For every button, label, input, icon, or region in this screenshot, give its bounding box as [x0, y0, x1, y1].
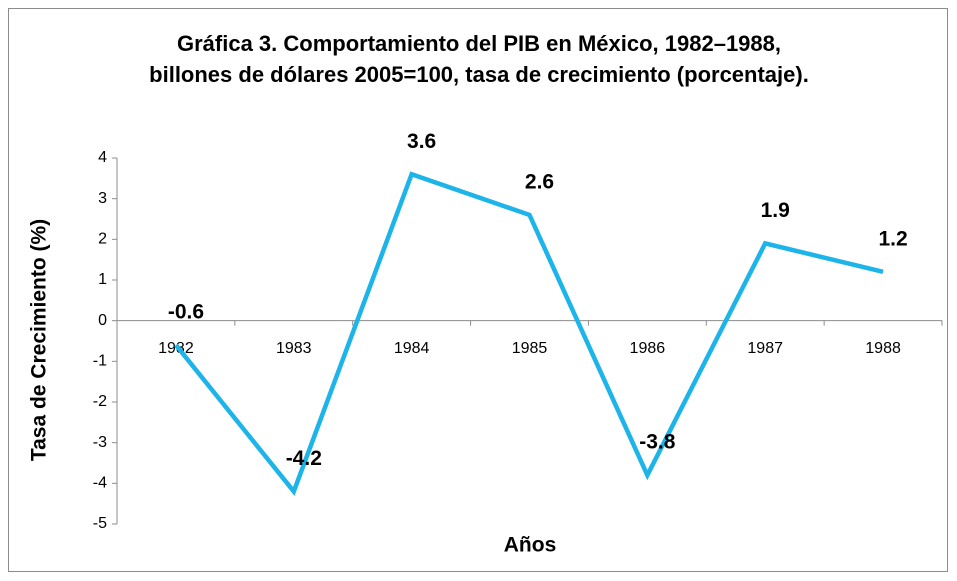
- y-tick-label: -2: [93, 393, 107, 410]
- data-label: 1.2: [878, 227, 907, 250]
- chart-title: Gráfica 3. Comportamiento del PIB en Méx…: [149, 31, 809, 87]
- x-tick-label: 1985: [512, 340, 548, 357]
- data-label: 3.6: [407, 130, 436, 153]
- chart-frame: [8, 8, 948, 572]
- y-tick-label: -1: [93, 353, 107, 370]
- line: [174, 171, 884, 496]
- y-tick-label: -5: [93, 515, 107, 532]
- data-label: -3.8: [639, 431, 676, 454]
- x-tick-label: 1988: [865, 340, 901, 357]
- y-tick-label: 4: [98, 149, 107, 166]
- y-axis-label: Tasa de Crecimiento (%): [28, 219, 51, 461]
- data-label: -4.2: [286, 447, 322, 470]
- y-tick-label: -4: [93, 475, 107, 492]
- y-tick-label: 1: [98, 271, 107, 288]
- x-axis-label: Años: [504, 534, 557, 557]
- y-tick-label: 0: [98, 312, 107, 329]
- x-tick-label: 1986: [630, 340, 666, 357]
- x-tick-label: 1983: [276, 340, 312, 357]
- y-tick-label: 2: [98, 231, 107, 248]
- data-label: 1.9: [761, 199, 790, 222]
- x-tick-label: 1987: [747, 340, 783, 357]
- data-label: -0.6: [168, 301, 204, 324]
- y-tick-label: 3: [98, 190, 107, 207]
- data-label: 2.6: [525, 170, 554, 193]
- x-tick-label: 1984: [394, 340, 430, 357]
- y-tick-label: -3: [93, 434, 107, 451]
